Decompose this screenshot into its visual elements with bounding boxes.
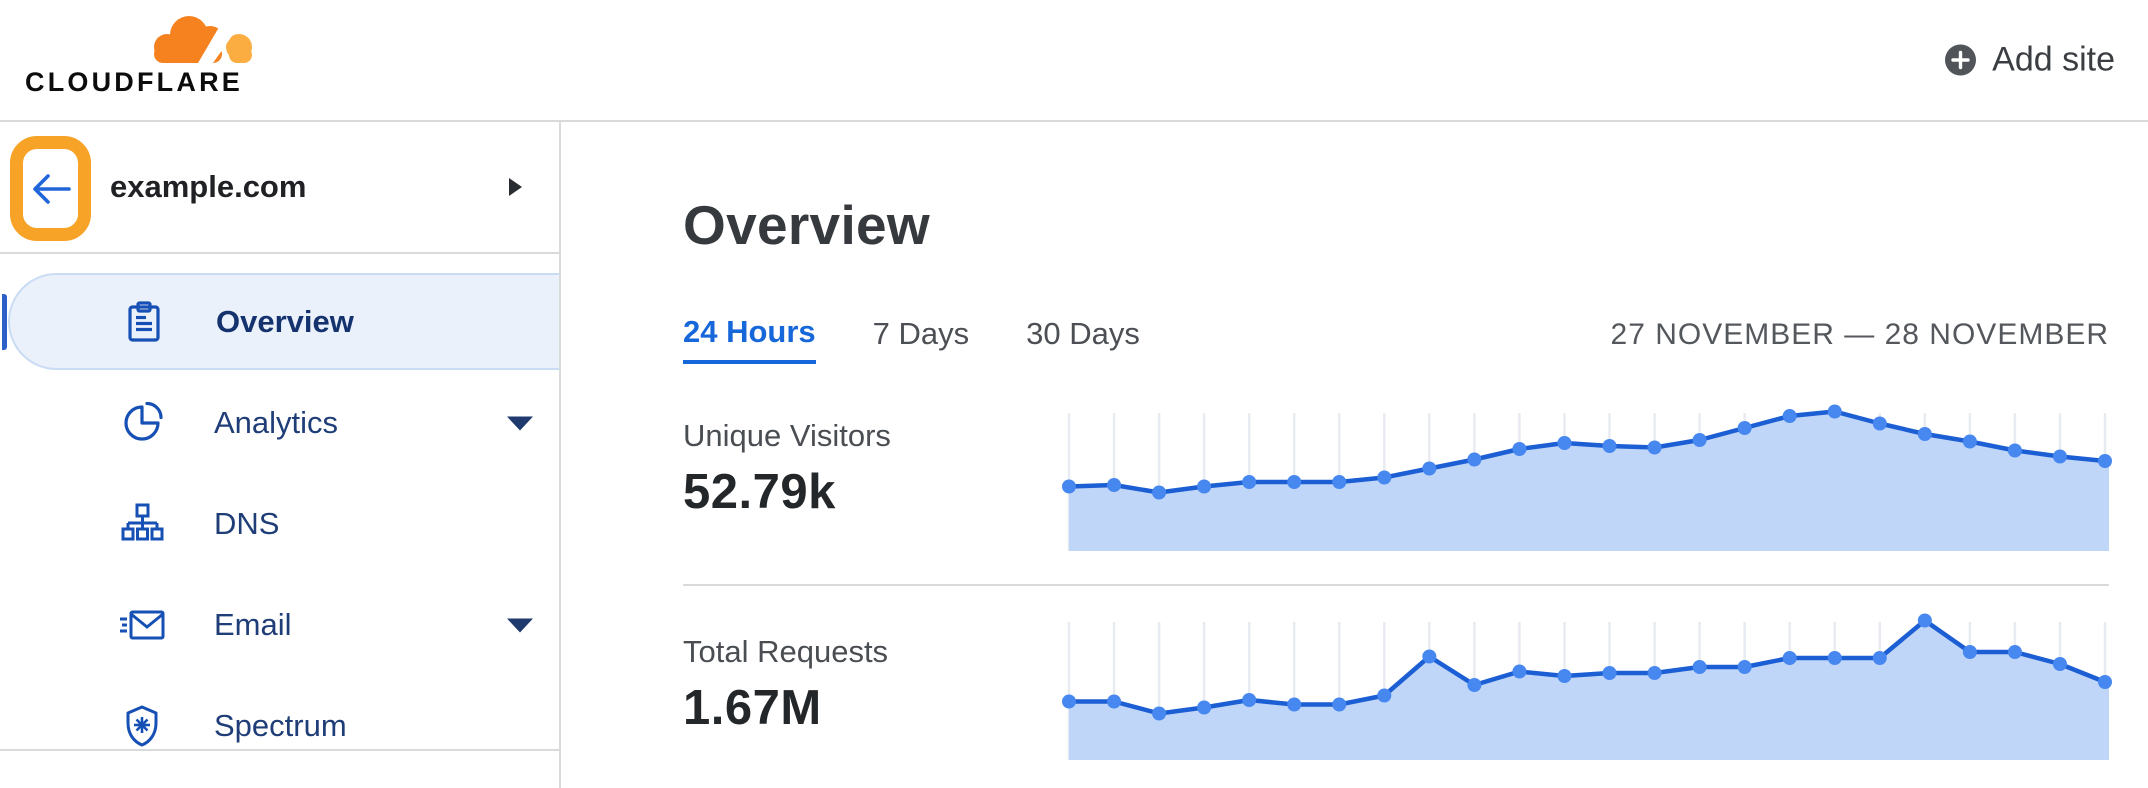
tab-7-days[interactable]: 7 Days — [873, 314, 969, 364]
back-button[interactable] — [28, 170, 74, 208]
sidebar-divider — [0, 749, 559, 751]
sidebar-item-overview[interactable]: Overview — [2, 273, 559, 370]
pie-chart-icon — [118, 399, 166, 447]
metric-label: Unique Visitors — [683, 418, 891, 453]
toolbar-row: 24 Hours 7 Days 30 Days 27 NOVEMBER — 28 N… — [683, 314, 2109, 364]
site-name: example.com — [110, 169, 307, 204]
email-icon — [118, 601, 166, 649]
sidebar-menu: Overview Analytics DNS — [0, 271, 559, 776]
sidebar-item-label: DNS — [214, 505, 280, 541]
dns-tree-icon — [118, 500, 166, 548]
top-header: CLOUDFLARE Add site — [0, 0, 2148, 122]
sidebar-item-analytics[interactable]: Analytics — [0, 372, 559, 473]
sidebar-item-label: Overview — [216, 303, 354, 339]
tab-label: 24 Hours — [683, 314, 816, 349]
sidebar-item-label: Email — [214, 606, 292, 642]
shield-icon — [118, 702, 166, 750]
annotation-highlight-box — [10, 136, 91, 241]
metric-info: Unique Visitors 52.79k — [683, 388, 1065, 584]
date-range-label: 27 NOVEMBER — 28 NOVEMBER — [1610, 318, 2109, 351]
cloudflare-logo: CLOUDFLARE — [25, 12, 261, 112]
total-requests-chart — [1062, 613, 2112, 760]
sidebar-item-email[interactable]: Email — [0, 574, 559, 675]
page-title: Overview — [683, 194, 930, 256]
metrics-section: Unique Visitors 52.79k Total Requests 1.… — [683, 388, 2112, 788]
metric-info: Total Requests 1.67M — [683, 586, 1065, 788]
add-site-label: Add site — [1992, 40, 2115, 79]
plus-icon — [1945, 44, 1977, 76]
tab-label: 30 Days — [1026, 316, 1140, 351]
sidebar: example.com Overview Analytics — [0, 122, 561, 788]
add-site-button[interactable]: Add site — [1945, 41, 2115, 80]
arrow-left-icon — [32, 173, 71, 204]
main-content: Overview 24 Hours 7 Days 30 Days 27 NOVEMB… — [562, 122, 2148, 788]
chevron-right-icon[interactable] — [507, 176, 524, 198]
tab-30-days[interactable]: 30 Days — [1026, 314, 1140, 364]
chevron-down-icon — [507, 416, 533, 430]
cloudflare-logo-text: CLOUDFLARE — [25, 67, 243, 97]
unique-visitors-chart — [1062, 404, 2112, 551]
metric-value: 1.67M — [683, 681, 822, 735]
clipboard-icon — [120, 298, 168, 346]
unique-visitors-row: Unique Visitors 52.79k — [683, 388, 2112, 584]
total-requests-row: Total Requests 1.67M — [683, 584, 2112, 788]
metric-value: 52.79k — [683, 465, 836, 519]
metric-label: Total Requests — [683, 634, 889, 669]
cloudflare-cloud-icon — [154, 16, 252, 63]
site-switcher: example.com — [0, 122, 559, 254]
active-indicator — [2, 293, 7, 350]
tab-24-hours[interactable]: 24 Hours — [683, 314, 816, 364]
chevron-down-icon — [507, 618, 533, 632]
time-range-tabs: 24 Hours 7 Days 30 Days — [683, 314, 1140, 364]
sidebar-item-dns[interactable]: DNS — [0, 473, 559, 574]
sidebar-item-label: Analytics — [214, 404, 339, 440]
sidebar-item-spectrum[interactable]: Spectrum — [0, 675, 559, 776]
sidebar-item-label: Spectrum — [214, 707, 347, 743]
tab-label: 7 Days — [872, 316, 970, 351]
